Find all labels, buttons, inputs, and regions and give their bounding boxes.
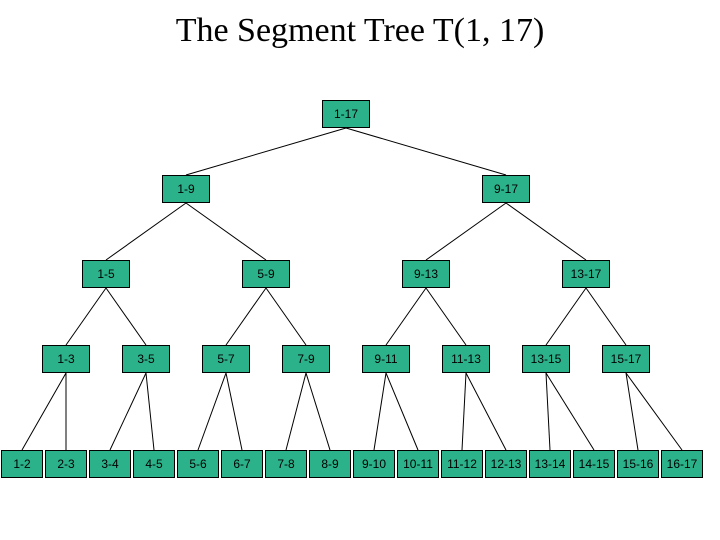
tree-node: 5-6 [177,450,219,478]
tree-node: 9-11 [362,345,410,373]
tree-node: 7-9 [282,345,330,373]
page-title: The Segment Tree T(1, 17) [0,12,720,50]
tree-node: 13-17 [562,260,610,288]
tree-node: 3-4 [89,450,131,478]
tree-node: 12-13 [485,450,527,478]
tree-node: 11-12 [441,450,483,478]
tree-node: 9-10 [353,450,395,478]
tree-node: 2-3 [45,450,87,478]
tree-node: 1-3 [42,345,90,373]
tree-node: 9-17 [482,175,530,203]
tree-node: 6-7 [221,450,263,478]
tree-node: 9-13 [402,260,450,288]
tree-node: 15-17 [602,345,650,373]
tree-node: 15-16 [617,450,659,478]
tree-node: 11-13 [442,345,490,373]
tree-node: 14-15 [573,450,615,478]
tree-node: 13-15 [522,345,570,373]
tree-node: 8-9 [309,450,351,478]
tree-node: 13-14 [529,450,571,478]
tree-node: 7-8 [265,450,307,478]
tree-node: 4-5 [133,450,175,478]
tree-node: 5-7 [202,345,250,373]
tree-node: 16-17 [661,450,703,478]
tree-node: 1-17 [322,100,370,128]
tree-node: 1-9 [162,175,210,203]
tree-node: 10-11 [397,450,439,478]
tree-node: 3-5 [122,345,170,373]
tree-node: 1-2 [1,450,43,478]
tree-node: 5-9 [242,260,290,288]
tree-node: 1-5 [82,260,130,288]
